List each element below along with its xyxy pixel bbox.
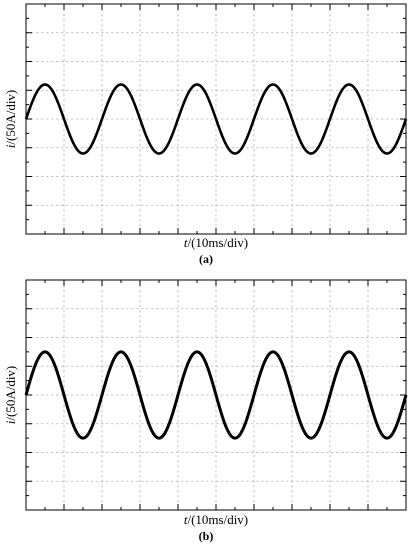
x-axis-unit-a: /(10ms/div): [187, 235, 248, 250]
plot-frame-b: [25, 279, 407, 511]
y-axis-var-a: i: [3, 144, 18, 148]
series-line-b: [24, 350, 408, 440]
x-axis-label-a: t/(10ms/div): [184, 235, 248, 250]
series-line-a: [24, 83, 408, 155]
chart-panel-a: i/(50A/div) t/(10ms/div) (a): [3, 3, 408, 266]
y-axis-unit-a: /(50A/div): [3, 90, 18, 145]
x-axis-var-a: t: [184, 235, 188, 250]
y-axis-unit-b: /(50A/div): [3, 366, 18, 421]
x-axis-unit-b: /(10ms/div): [187, 512, 248, 527]
y-axis-var-b: i: [3, 420, 18, 424]
y-axis-label-b: i/(50A/div): [3, 366, 18, 425]
panel-label-a: (a): [199, 252, 213, 266]
plot-frame-a: [25, 3, 407, 235]
ticks-b: [26, 280, 406, 510]
panel-label-b: (b): [199, 529, 214, 543]
y-axis-label-a: i/(50A/div): [3, 90, 18, 149]
chart-panel-b: i/(50A/div) t/(10ms/div) (b): [3, 279, 408, 543]
x-axis-var-b: t: [184, 512, 188, 527]
x-axis-label-b: t/(10ms/div): [184, 512, 248, 527]
